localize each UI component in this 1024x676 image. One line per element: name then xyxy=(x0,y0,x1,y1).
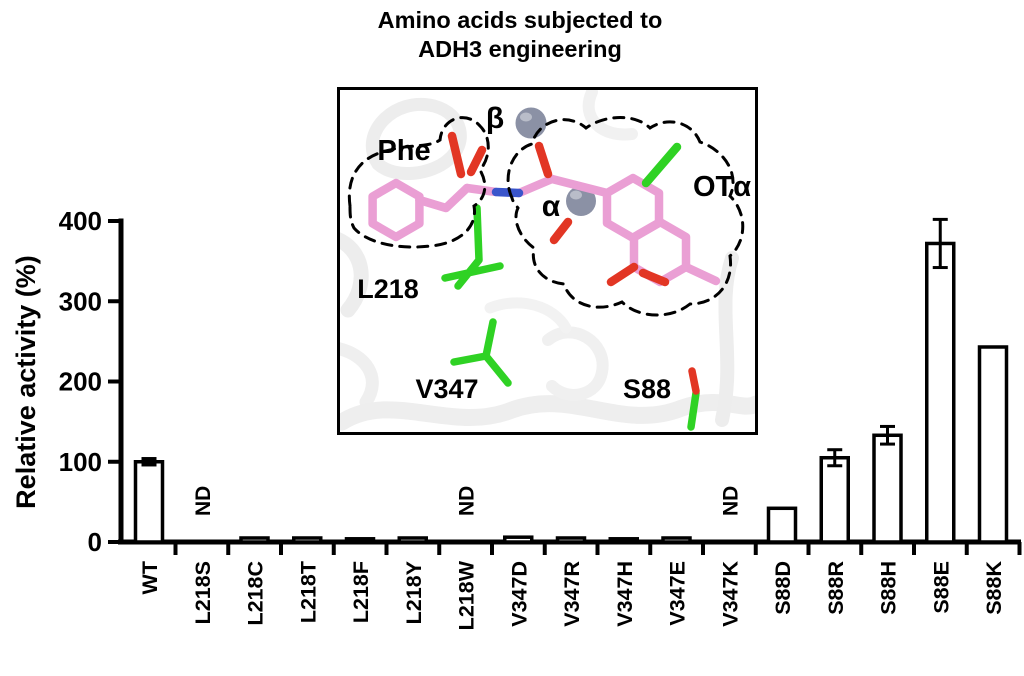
residue-l218-sticks xyxy=(441,204,504,290)
x-category-label: L218W xyxy=(455,560,479,630)
x-category-label: WT xyxy=(138,561,162,594)
figure-title-line2: ADH3 engineering xyxy=(418,35,622,62)
oxygen-hydroxy xyxy=(549,217,573,245)
beta-ion-highlight xyxy=(520,112,532,122)
bar-S88H xyxy=(872,433,903,544)
cartoon-left xyxy=(340,232,369,318)
x-category-label: L218S xyxy=(191,561,215,624)
ligand-amide-bond xyxy=(514,174,557,198)
x-category-label: V347R xyxy=(560,561,584,627)
bar-L218F xyxy=(344,537,376,544)
label-beta: β xyxy=(486,102,504,135)
y-axis-tick-label: 100 xyxy=(59,447,102,477)
bar-S88D xyxy=(766,506,798,544)
ligand-bond-to-n xyxy=(462,183,501,197)
x-category-label: L218F xyxy=(349,561,373,623)
bar-L218T xyxy=(292,536,323,544)
ota-outline xyxy=(506,116,745,317)
bar-V347D xyxy=(503,535,534,544)
inset-structure-panel: Phe β α OTα L218 V347 S88 xyxy=(337,87,758,435)
alpha-ion-highlight xyxy=(570,190,582,200)
ligand-methyl xyxy=(681,262,721,286)
beta-ion-sphere xyxy=(515,107,547,139)
bar-L218C xyxy=(239,536,270,544)
structure-render: Phe β α OTα L218 V347 S88 xyxy=(340,90,755,431)
bar-WT xyxy=(133,460,165,544)
x-category-label: V347D xyxy=(507,561,531,627)
x-category-label: S88H xyxy=(877,561,901,615)
label-s88: S88 xyxy=(623,374,671,404)
nitrogen-amide xyxy=(491,187,524,198)
x-category-label: S88D xyxy=(771,561,795,615)
bar-L218Y xyxy=(397,536,428,544)
bar-V347H xyxy=(608,537,639,544)
y-axis-tick-label: 400 xyxy=(59,206,102,236)
residue-v347-sticks xyxy=(450,318,512,387)
label-alpha: α xyxy=(542,190,561,223)
phe-outline xyxy=(347,116,490,249)
y-axis-tick-label: 200 xyxy=(59,367,102,397)
figure-title-line1: Amino acids subjected to xyxy=(377,7,663,33)
nd-label: ND xyxy=(456,486,479,516)
bar-V347R xyxy=(555,536,587,544)
x-category-label: V347H xyxy=(613,561,637,627)
cartoon-loop-top-left xyxy=(365,97,467,181)
oxygen-ring-left xyxy=(606,262,639,287)
oxygen-lactone xyxy=(638,268,670,287)
nd-label: ND xyxy=(719,486,742,516)
oxygen-carboxyl-2 xyxy=(466,145,487,177)
label-ota: OTα xyxy=(693,171,751,203)
residue-s88-stick xyxy=(687,389,700,431)
oxygen-amide xyxy=(534,141,553,179)
ligand-sticks xyxy=(368,131,721,287)
alpha-ion-sphere xyxy=(566,186,596,216)
ligand-phenyl-ring xyxy=(368,178,424,242)
label-l218: L218 xyxy=(357,274,419,304)
x-category-label: S88R xyxy=(824,561,848,615)
zinc-ion-beta xyxy=(515,107,547,139)
cartoon-center-curl xyxy=(542,326,609,401)
x-category-label: S88K xyxy=(982,561,1006,615)
x-category-label: L218Y xyxy=(402,561,426,624)
residue-s88-oxygen-tip xyxy=(688,367,700,395)
x-category-label: L218T xyxy=(296,561,320,623)
label-phe: Phe xyxy=(377,135,430,167)
chlorine-substituent xyxy=(641,142,682,188)
x-category-label: L218C xyxy=(244,561,268,626)
cartoon-backbone xyxy=(340,90,755,431)
ligand-chain xyxy=(415,183,472,213)
x-category-label: V347E xyxy=(666,561,690,626)
x-category-label: S88E xyxy=(929,561,953,614)
cartoon-bottom-wave xyxy=(340,393,755,431)
x-category-label: V347K xyxy=(718,561,742,627)
bar-S88R xyxy=(819,455,850,544)
cartoon-curl-top xyxy=(582,90,638,141)
cartoon-left-lower xyxy=(340,342,379,409)
y-axis-title: Relative activity (%) xyxy=(11,255,41,509)
oxygen-carboxyl-1 xyxy=(447,131,466,179)
y-axis-tick-label: 0 xyxy=(88,527,102,557)
y-axis-tick-label: 300 xyxy=(59,286,102,316)
ligand-bond-to-ring xyxy=(547,174,612,198)
figure-title: Amino acids subjected to ADH3 engineerin… xyxy=(280,6,760,63)
bar-V347E xyxy=(661,536,692,544)
inset-labels: Phe β α OTα L218 V347 S88 xyxy=(357,102,751,404)
residue-sticks xyxy=(441,204,700,431)
bar-S88K xyxy=(977,345,1009,544)
zinc-ion-alpha xyxy=(566,186,596,216)
label-v347: V347 xyxy=(415,374,478,404)
nd-label: ND xyxy=(192,486,215,516)
cartoon-mid xyxy=(484,297,572,334)
bar-S88E xyxy=(925,241,956,544)
dashed-outlines xyxy=(347,116,745,317)
